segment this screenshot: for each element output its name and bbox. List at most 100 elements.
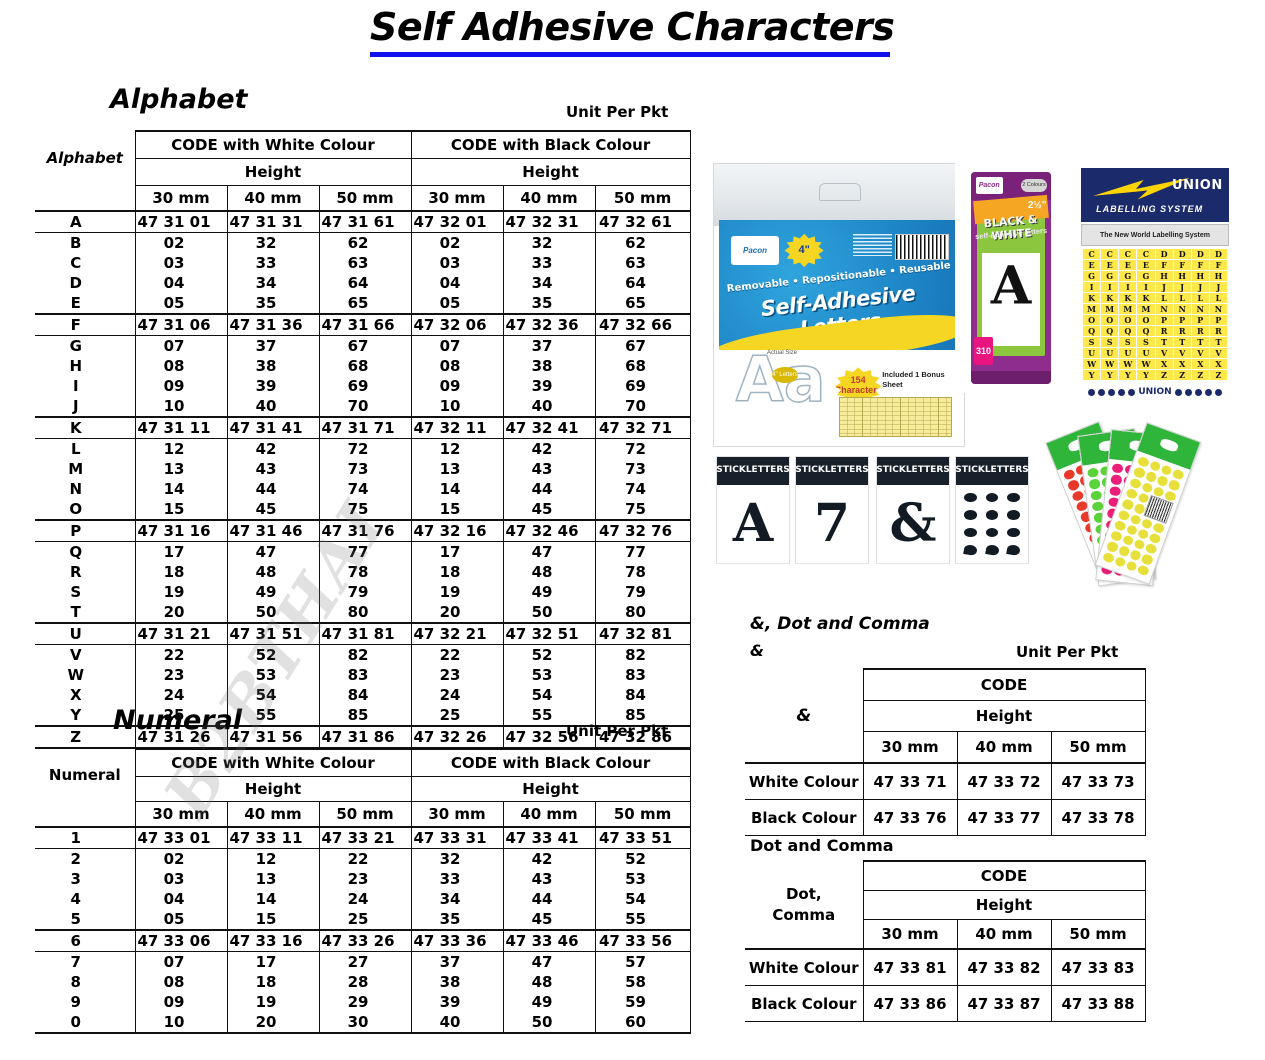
- union-letter-cell: T: [1191, 336, 1209, 347]
- union-letter-cell: U: [1101, 347, 1119, 358]
- product-image-stick-letters-a: STICK LETTERS A: [716, 456, 790, 564]
- code-cell: 39: [226, 376, 320, 396]
- table-row: N 14 44 74 14 44 74: [35, 479, 691, 499]
- union-letter-cell: K: [1083, 292, 1101, 303]
- table-row: Black Colour 47 33 76 47 33 77 47 33 78: [745, 799, 1146, 836]
- numeral-table: Numeral CODE with White Colour CODE with…: [35, 748, 691, 1034]
- code-cell: 47 33 56: [594, 929, 691, 952]
- union-letter-cell: O: [1101, 314, 1119, 325]
- code-cell: 37: [410, 951, 504, 972]
- numeral-body: 1 47 33 01 47 33 11 47 33 21 47 33 31 47 33 4…: [35, 826, 691, 1034]
- code-cell: 35: [502, 293, 596, 314]
- code-cell: 47 32 06: [410, 313, 504, 336]
- code-cell: 02: [134, 232, 228, 253]
- table-row: F 47 31 06 47 31 36 47 31 66 47 32 06 47 32 3…: [35, 313, 691, 336]
- code-cell: 54: [226, 685, 320, 705]
- code-cell: 84: [594, 685, 691, 705]
- amp-height-30: 30 mm: [862, 731, 958, 764]
- union-letter-cell: Q: [1101, 325, 1119, 336]
- code-cell: 47 32 11: [410, 416, 504, 439]
- code-cell: 24: [134, 685, 228, 705]
- bag-oval-badge: 4" Letters: [771, 367, 799, 384]
- code-cell: 47 32 31: [502, 210, 596, 233]
- union-letter-cell: C: [1083, 248, 1101, 259]
- code-cell: 30: [318, 1012, 412, 1034]
- union-letter-cell: C: [1101, 248, 1119, 259]
- dot-row-header-line2: Comma: [772, 905, 836, 924]
- dot-row-label-black: Black Colour: [745, 985, 864, 1022]
- code-cell: 32: [502, 232, 596, 253]
- union-letter-cell: F: [1173, 259, 1191, 270]
- dot-section-heading: Dot and Comma: [750, 836, 894, 855]
- code-cell: 23: [318, 869, 412, 889]
- amp-height-40: 40 mm: [956, 731, 1052, 764]
- union-letter-cell: T: [1155, 336, 1173, 347]
- code-cell: 29: [318, 992, 412, 1012]
- code-cell: 47 32 66: [594, 313, 691, 336]
- code-cell: 08: [134, 356, 228, 376]
- table-row: 7 07 17 27 37 47 57: [35, 951, 691, 972]
- alphabet-corner-cell: [35, 185, 136, 211]
- code-cell: 47 32 71: [594, 416, 691, 439]
- code-cell: 48: [502, 562, 596, 582]
- row-label: 9: [35, 992, 136, 1012]
- dot-height-40: 40 mm: [956, 919, 1052, 950]
- union-letter-cell: X: [1191, 358, 1209, 369]
- code-cell: 54: [594, 889, 691, 909]
- table-row: White Colour 47 33 81 47 33 82 47 33 83: [745, 948, 1146, 986]
- union-letter-cell: O: [1137, 314, 1155, 325]
- stick-banner-line1: STICK: [876, 465, 906, 476]
- code-cell: 47: [502, 541, 596, 562]
- code-cell: 15: [134, 499, 228, 520]
- union-letter-cell: Z: [1191, 369, 1209, 380]
- alphabet-height-b50: 50 mm: [594, 184, 691, 212]
- code-cell: 53: [502, 665, 596, 685]
- amp-black-40: 47 33 77: [956, 799, 1052, 836]
- stick-sample-ampersand: &: [889, 493, 937, 555]
- amp-row-label-white: White Colour: [745, 762, 864, 800]
- code-cell: 45: [502, 909, 596, 930]
- code-cell: 08: [134, 972, 228, 992]
- row-label: 8: [35, 972, 136, 992]
- row-label: I: [35, 376, 136, 396]
- code-cell: 72: [318, 438, 412, 459]
- table-row: V 22 52 82 22 52 82: [35, 644, 691, 665]
- bag-body: Pacon 4" Removable • Repositionable • Re…: [719, 220, 959, 444]
- table-row: 5 05 15 25 35 45 55: [35, 909, 691, 930]
- code-cell: 65: [594, 293, 691, 314]
- code-cell: 47 31 36: [226, 313, 320, 336]
- union-letter-cell: I: [1083, 281, 1101, 292]
- table-row: U 47 31 21 47 31 51 47 31 81 47 32 21 47 32 5…: [35, 622, 691, 645]
- row-label: X: [35, 685, 136, 705]
- numeral-subheader-white: Height: [134, 775, 412, 802]
- code-cell: 25: [410, 705, 504, 726]
- union-letter-cell: R: [1191, 325, 1209, 336]
- code-cell: 34: [226, 273, 320, 293]
- code-cell: 63: [594, 253, 691, 273]
- code-cell: 47 31 66: [318, 313, 412, 336]
- stick-banner-line2: LETTERS: [745, 465, 790, 476]
- code-cell: 24: [318, 889, 412, 909]
- code-cell: 39: [502, 376, 596, 396]
- code-cell: 75: [594, 499, 691, 520]
- code-cell: 07: [134, 335, 228, 356]
- code-cell: 27: [318, 951, 412, 972]
- alphabet-group-white: CODE with White Colour: [134, 130, 412, 159]
- union-letter-cell: Z: [1173, 369, 1191, 380]
- code-cell: 10: [410, 396, 504, 417]
- dot-white-40: 47 33 82: [956, 948, 1052, 986]
- amp-white-40: 47 33 72: [956, 762, 1052, 800]
- code-cell: 47 31 01: [134, 210, 228, 233]
- purple-card: Pacon 2 Colours A BLACK & WHITE self-adh…: [970, 172, 1052, 384]
- amp-black-30: 47 33 76: [862, 799, 958, 836]
- union-letter-cell: K: [1137, 292, 1155, 303]
- union-letter-cell: W: [1119, 358, 1137, 369]
- table-row: Black Colour 47 33 86 47 33 87 47 33 88: [745, 985, 1146, 1022]
- table-row: E 05 35 65 05 35 65: [35, 293, 691, 314]
- code-cell: 77: [318, 541, 412, 562]
- union-letter-cell: E: [1119, 259, 1137, 270]
- code-cell: 25: [318, 909, 412, 930]
- dot-black-40: 47 33 87: [956, 985, 1052, 1022]
- code-cell: 85: [594, 705, 691, 726]
